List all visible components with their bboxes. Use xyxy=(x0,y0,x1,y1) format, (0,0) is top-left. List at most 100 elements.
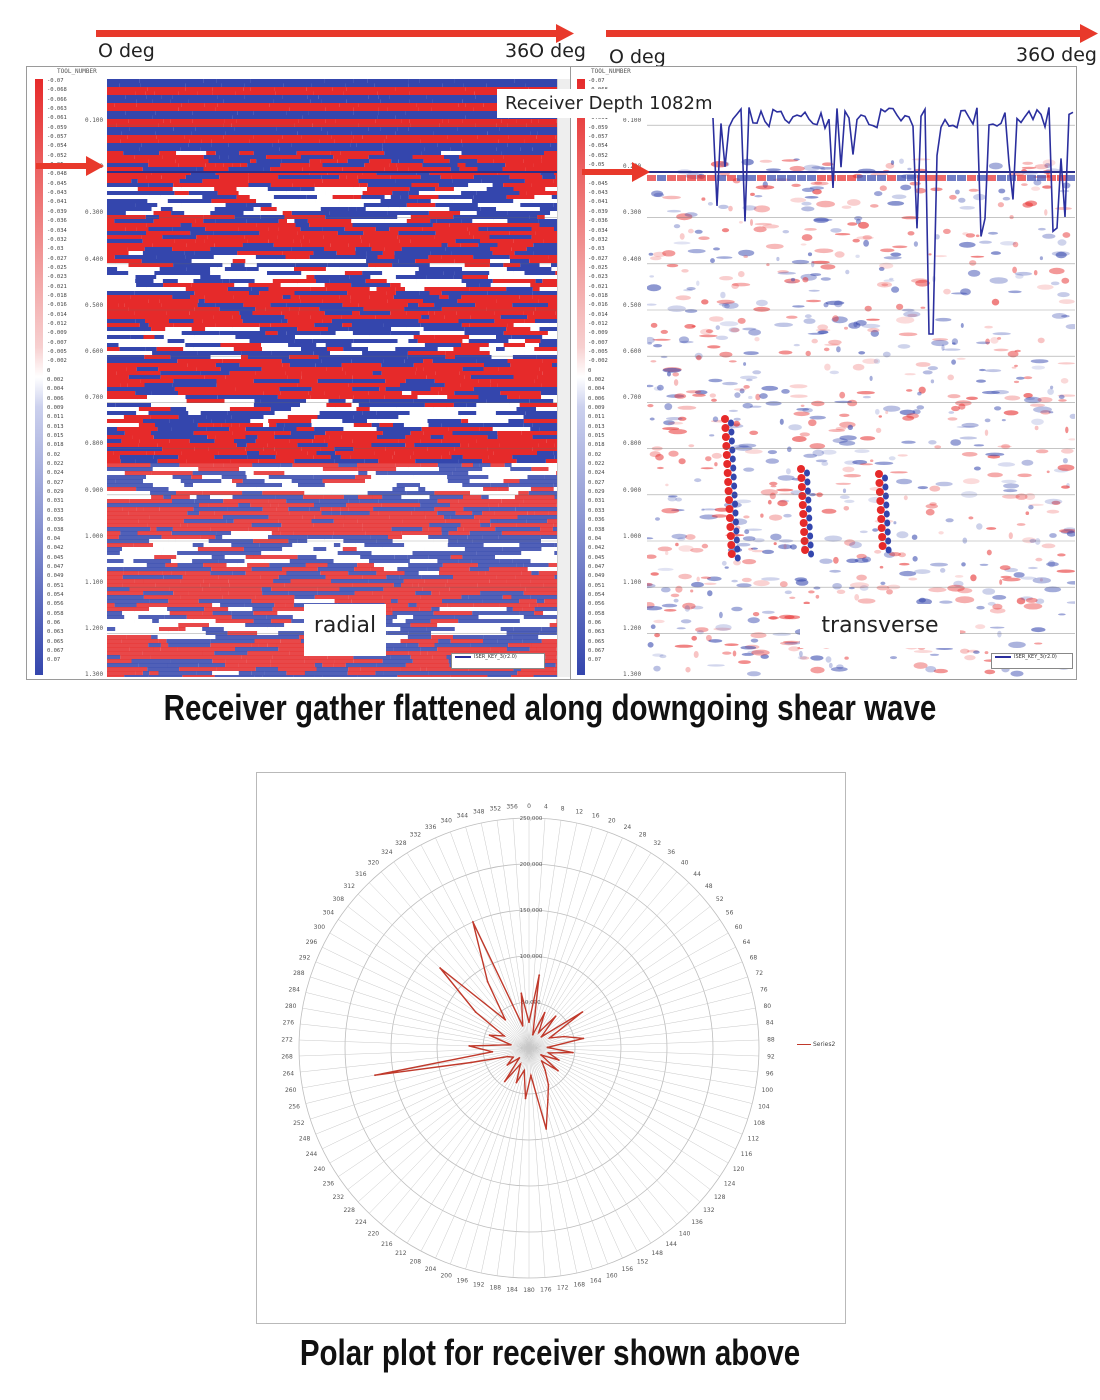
seismic-cell xyxy=(211,199,257,204)
seismic-cell xyxy=(438,391,455,396)
radial-scrollbar[interactable] xyxy=(557,79,570,677)
seismic-cell xyxy=(497,435,513,440)
seismic-cell xyxy=(525,411,557,416)
seismic-cell xyxy=(143,671,150,676)
seismic-cell xyxy=(197,303,216,308)
seismic-cell xyxy=(547,519,557,524)
polar-data-point xyxy=(547,1083,550,1086)
seismic-cell xyxy=(153,483,185,488)
seismic-cell xyxy=(272,607,307,612)
seismic-cell xyxy=(248,283,281,288)
seismic-cell xyxy=(460,95,476,100)
seismic-cell xyxy=(390,311,407,316)
seismic-cell xyxy=(463,527,473,532)
seismic-cell xyxy=(107,187,138,192)
seismic-cell xyxy=(194,335,236,340)
seismic-cell xyxy=(107,463,151,468)
seismic-cell xyxy=(319,139,335,144)
seismic-cell xyxy=(435,187,454,192)
seismic-cell xyxy=(281,319,288,324)
seismic-blob xyxy=(896,303,904,310)
seismic-cell xyxy=(191,259,233,264)
seismic-cell xyxy=(395,275,427,280)
seismic-cell xyxy=(236,483,283,488)
seismic-cell xyxy=(217,191,239,196)
seismic-cell xyxy=(327,347,344,352)
seismic-blob xyxy=(1011,366,1017,369)
seismic-cell xyxy=(314,503,347,508)
seismic-cell xyxy=(107,91,136,96)
seismic-streak xyxy=(876,497,885,505)
seismic-cell xyxy=(351,127,369,132)
colorbar-tick: -0.059 xyxy=(588,124,608,131)
seismic-cell xyxy=(540,339,557,344)
seismic-cell xyxy=(258,459,295,464)
seismic-cell xyxy=(290,579,331,584)
seismic-cell xyxy=(343,347,368,352)
seismic-cell xyxy=(107,419,143,424)
colorbar-tick: -0.009 xyxy=(47,330,67,337)
seismic-cell xyxy=(506,287,533,292)
polar-legend-label: Series2 xyxy=(813,1041,836,1048)
seismic-blob xyxy=(888,456,896,461)
polar-data-point xyxy=(572,1051,574,1054)
seismic-cell xyxy=(184,251,195,256)
seismic-streak xyxy=(732,500,739,508)
seismic-cell xyxy=(320,571,349,576)
seismic-blob xyxy=(839,435,857,441)
polar-spoke xyxy=(528,1047,736,1150)
seismic-cell xyxy=(503,343,526,348)
polar-angle-label: 260 xyxy=(285,1087,297,1094)
seismic-cell xyxy=(534,607,557,612)
seismic-blob xyxy=(1016,376,1025,380)
seismic-cell xyxy=(360,555,395,560)
colorbar-tick: 0.013 xyxy=(47,423,64,430)
seismic-cell xyxy=(454,187,487,192)
seismic-cell xyxy=(107,379,141,384)
seismic-cell xyxy=(534,347,557,352)
seismic-cell xyxy=(262,675,293,677)
colorbar-tick: 0.065 xyxy=(588,638,605,645)
seismic-cell xyxy=(378,615,398,620)
seismic-cell xyxy=(278,175,322,180)
seismic-cell xyxy=(327,171,342,176)
seismic-cell xyxy=(459,155,504,160)
seismic-cell xyxy=(362,527,392,532)
seismic-cell xyxy=(202,179,249,184)
seismic-cell xyxy=(188,143,212,148)
seismic-blob xyxy=(741,652,754,656)
seismic-cell xyxy=(451,147,497,152)
seismic-cell xyxy=(185,571,211,576)
time-tick: 1.300 xyxy=(623,671,642,679)
seismic-blob xyxy=(695,627,709,633)
seismic-cell xyxy=(330,151,341,156)
seismic-cell xyxy=(263,167,271,172)
seismic-streak xyxy=(797,474,806,482)
seismic-cell xyxy=(348,571,377,576)
seismic-cell xyxy=(325,575,346,580)
seismic-cell xyxy=(146,175,162,180)
seismic-cell xyxy=(313,351,330,356)
seismic-cell xyxy=(315,363,342,368)
colorbar-tick: -0.03 xyxy=(47,246,64,253)
seismic-cell xyxy=(399,207,407,212)
seismic-cell xyxy=(516,407,536,412)
seismic-cell xyxy=(407,635,432,640)
seismic-cell xyxy=(470,643,508,648)
polar-data-point xyxy=(540,1036,543,1038)
seismic-blob xyxy=(711,452,722,459)
seismic-cell xyxy=(327,655,354,660)
polar-angle-label: 284 xyxy=(288,987,300,994)
seismic-cell xyxy=(222,515,269,520)
seismic-cell xyxy=(180,595,223,600)
polar-angle-label: 88 xyxy=(767,1037,775,1044)
seismic-cell xyxy=(343,91,362,96)
seismic-cell xyxy=(107,671,122,676)
seismic-blob xyxy=(854,216,863,221)
seismic-cell xyxy=(107,535,119,540)
seismic-cell xyxy=(477,587,504,592)
seismic-cell xyxy=(450,675,488,677)
seismic-cell xyxy=(550,211,557,216)
seismic-cell xyxy=(188,411,201,416)
seismic-cell xyxy=(223,463,253,468)
